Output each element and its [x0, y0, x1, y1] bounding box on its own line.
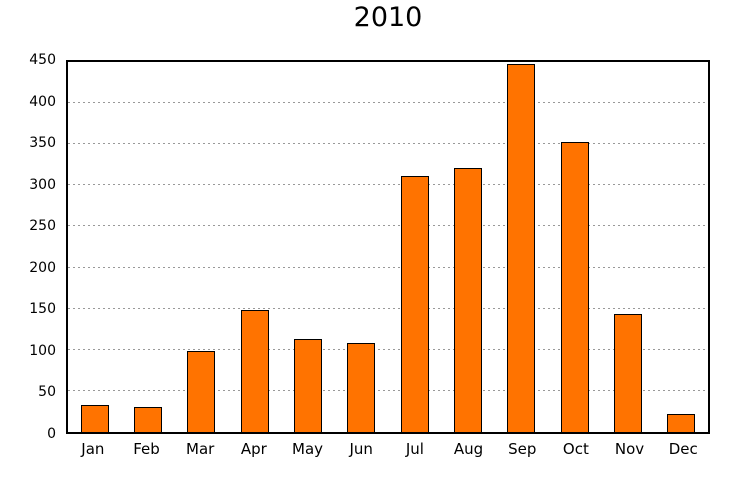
bar-slot-Sep — [495, 62, 548, 432]
y-tick-label-50: 50 — [38, 384, 56, 401]
x-tick-label-Nov: Nov — [614, 440, 645, 458]
gridline-100 — [68, 348, 708, 350]
gridline-350 — [68, 143, 708, 145]
x-tick-label-Aug: Aug — [453, 440, 484, 458]
bar-May — [293, 339, 322, 432]
bar-Jul — [400, 176, 429, 432]
bar-slot-Aug — [441, 62, 494, 432]
y-tick-label-200: 200 — [29, 259, 56, 276]
bar-slot-May — [281, 62, 334, 432]
x-tick-label-Jul: Jul — [405, 440, 424, 458]
bar-slot-Nov — [601, 62, 654, 432]
bar-slot-Jul — [388, 62, 441, 432]
x-tick-label-Jun: Jun — [349, 440, 373, 458]
gridline-400 — [68, 102, 708, 104]
bar-slot-Apr — [228, 62, 281, 432]
bar-slot-Jan — [68, 62, 121, 432]
y-tick-label-450: 450 — [29, 52, 56, 68]
chart-title: 2010 — [353, 2, 423, 33]
bar-slot-Jun — [335, 62, 388, 432]
y-axis: 0 50 100 150 200 250 300 350 400 450 — [0, 53, 56, 441]
x-tick-label-Dec: Dec — [668, 440, 698, 458]
bar-Aug — [453, 168, 482, 432]
gridline-50 — [68, 389, 708, 391]
bar-Dec — [667, 413, 696, 432]
x-tick-label-May: May — [292, 440, 324, 458]
x-tick-label-Apr: Apr — [240, 440, 267, 458]
plot-area — [66, 60, 710, 434]
bar-Jan — [80, 404, 109, 432]
bar-Jun — [347, 343, 376, 432]
x-tick-label-Feb: Feb — [133, 440, 160, 458]
x-tick-label-Jan: Jan — [81, 440, 105, 458]
x-tick-label-Oct: Oct — [562, 440, 589, 458]
x-tick-label-Mar: Mar — [186, 440, 215, 458]
bar-slot-Dec — [655, 62, 708, 432]
bar-slot-Feb — [121, 62, 174, 432]
y-tick-label-250: 250 — [29, 218, 56, 235]
x-axis: Jan Feb Mar Apr May Jun Jul Aug Sep Oct Nov Dec — [66, 440, 710, 458]
gridline-250 — [68, 225, 708, 227]
y-tick-label-0: 0 — [47, 426, 56, 442]
bar-Oct — [560, 141, 589, 432]
bar-Feb — [133, 406, 162, 432]
gridline-150 — [68, 307, 708, 309]
y-tick-label-100: 100 — [29, 342, 56, 359]
gridline-300 — [68, 184, 708, 186]
y-tick-label-150: 150 — [29, 301, 56, 318]
bar-Mar — [187, 351, 216, 432]
gridline-200 — [68, 266, 708, 268]
bar-Nov — [613, 313, 642, 432]
bar-Sep — [507, 63, 536, 432]
y-tick-label-300: 300 — [29, 176, 56, 193]
x-tick-label-Sep: Sep — [508, 440, 537, 458]
y-tick-label-350: 350 — [29, 135, 56, 152]
bars-layer — [68, 62, 708, 432]
bar-slot-Oct — [548, 62, 601, 432]
y-tick-label-400: 400 — [29, 93, 56, 110]
gridlines-layer — [68, 62, 708, 432]
bar-Apr — [240, 309, 269, 432]
bar-slot-Mar — [175, 62, 228, 432]
